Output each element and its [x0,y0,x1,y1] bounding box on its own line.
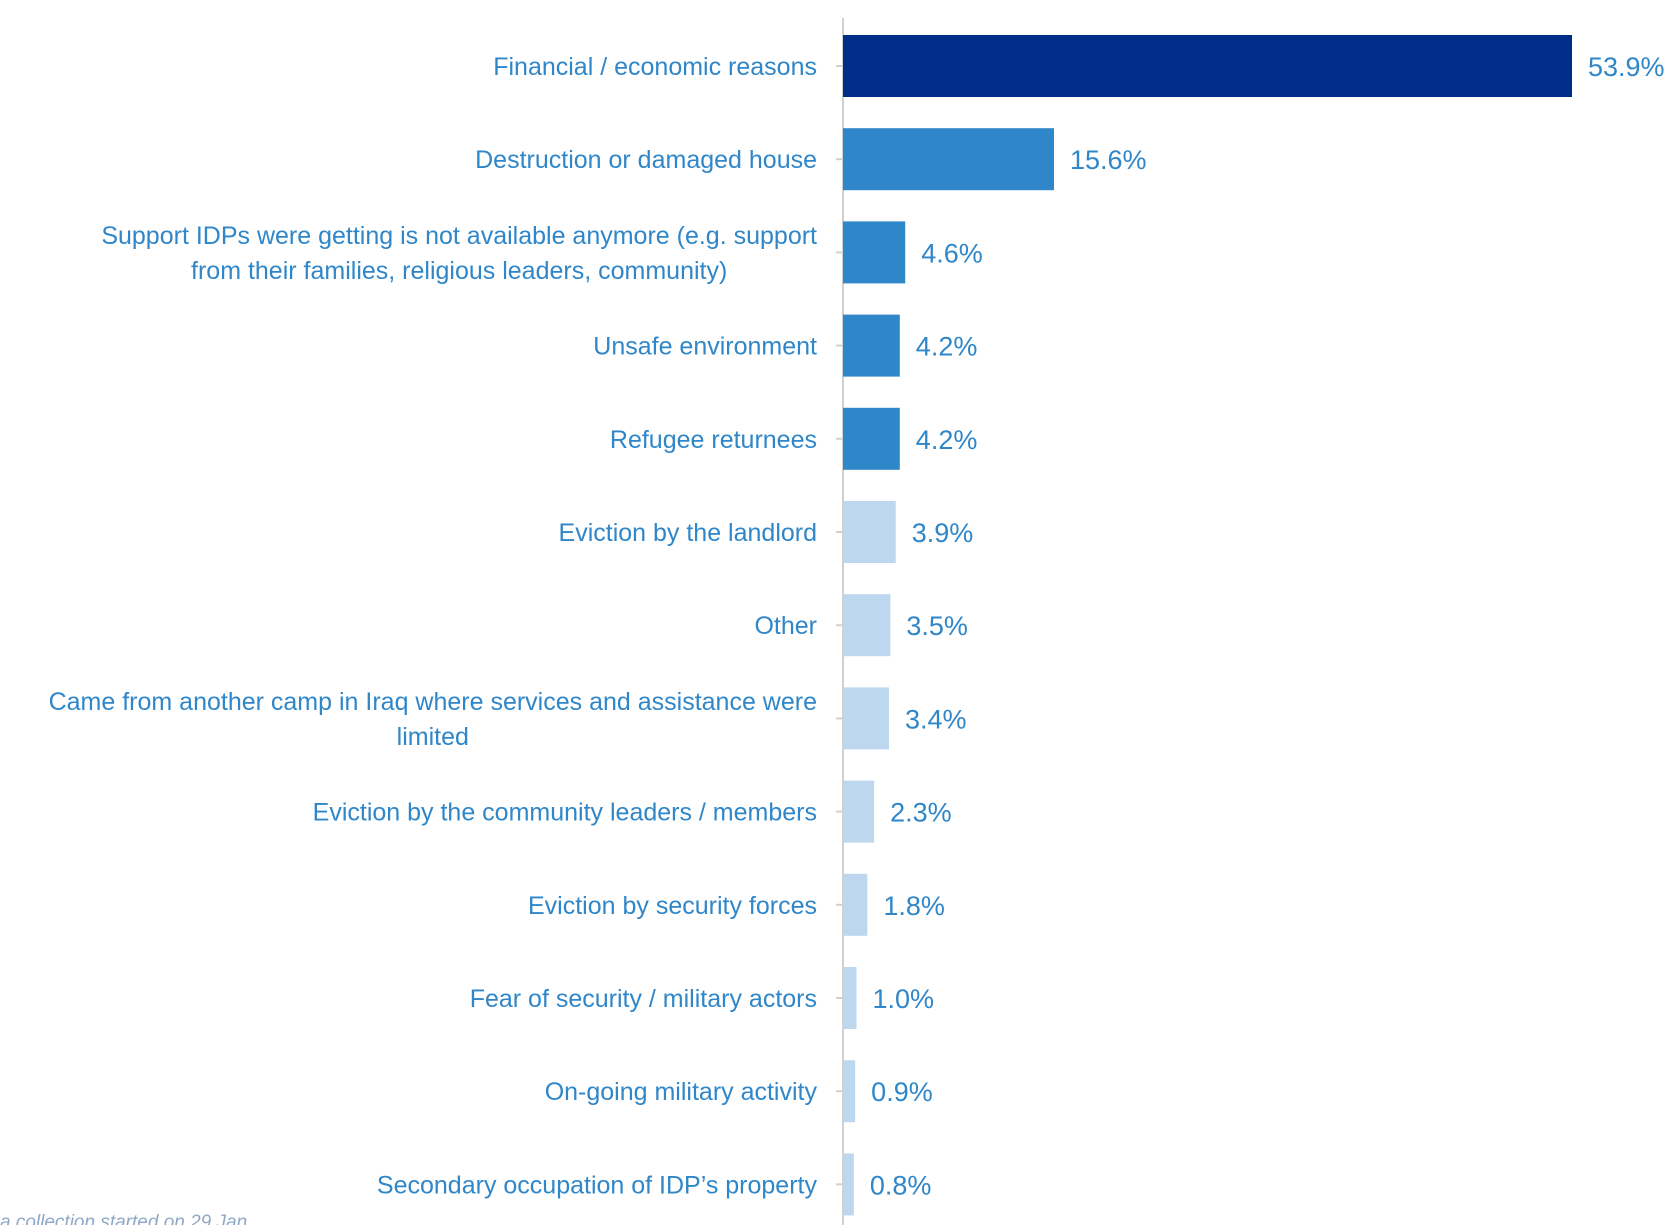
category-label: Other [754,612,817,640]
value-label: 53.9% [1588,52,1665,82]
bar [843,314,900,377]
footnote: a collection started on 29 Jan. [0,1212,252,1225]
category-label: On-going military activity [545,1078,818,1106]
bar [843,873,868,936]
bars-group [836,35,1572,1216]
bar [843,1060,856,1123]
value-label: 1.8% [883,891,945,921]
category-label: Eviction by the landlord [559,519,817,547]
category-label: Secondary occupation of IDP’s property [377,1171,818,1199]
category-label-line: Support IDPs were getting is not availab… [101,222,817,250]
bar [843,221,906,284]
category-label: Came from another camp in Iraq where ser… [49,688,817,751]
category-labels-group: Financial / economic reasons Destruction … [49,53,818,1199]
bar [843,594,891,657]
value-label: 2.3% [890,798,952,828]
bar [843,687,889,750]
category-label: Financial / economic reasons [493,53,817,81]
bar [843,967,857,1029]
value-label: 0.8% [870,1170,932,1200]
bar [843,128,1054,191]
category-label: Refugee returnees [610,426,817,454]
bar [843,780,875,843]
category-label: Eviction by security forces [528,892,817,920]
category-label-line: Came from another camp in Iraq where ser… [49,688,817,716]
category-label: Support IDPs were getting is not availab… [101,222,817,285]
value-label: 3.9% [912,518,974,548]
category-label-line: from their families, religious leaders, … [191,257,727,285]
category-label: Eviction by the community leaders / memb… [313,799,817,827]
value-label: 4.2% [916,425,978,455]
value-label: 3.5% [906,611,968,641]
bar [843,501,896,563]
value-labels-group: 53.9% 15.6% 4.6% 4.2% 4.2% 3.9% 3.5% 3.4% 2.3% 1.… [870,52,1665,1200]
value-label: 1.0% [873,984,935,1014]
category-label: Fear of security / military actors [470,985,817,1013]
category-label: Unsafe environment [593,333,817,361]
bar [843,1153,854,1216]
value-label: 3.4% [905,704,967,734]
value-label: 4.2% [916,332,978,362]
value-label: 0.9% [871,1077,933,1107]
category-label-line: limited [397,723,469,751]
bar [843,407,900,470]
bar [843,35,1572,97]
category-label: Destruction or damaged house [475,146,817,174]
value-label: 4.6% [921,238,983,268]
value-label: 15.6% [1070,145,1147,175]
